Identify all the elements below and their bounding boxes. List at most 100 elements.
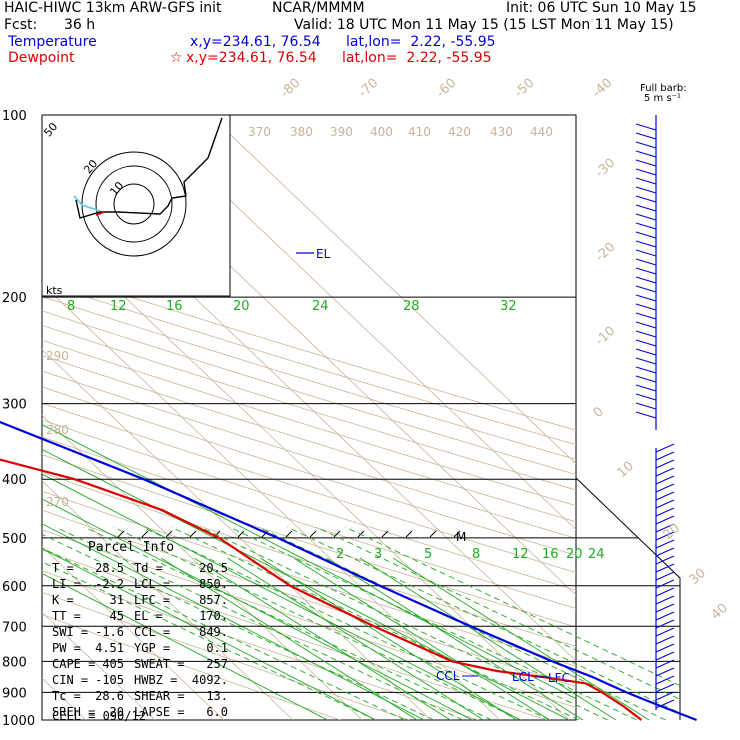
parcel-value: 4092. [191, 673, 228, 687]
parcel-value: 850. [199, 577, 228, 591]
wind-barb [635, 330, 657, 338]
init-time: Init: 06 UTC Sun 10 May 15 [506, 0, 697, 16]
mixing-ratio-label: 16 [542, 547, 559, 562]
isotherm-label: -70 [356, 76, 382, 101]
dry-adiabat-line [42, 282, 576, 446]
parcel-value: 849. [199, 625, 228, 639]
parcel-key: LI = [52, 577, 81, 591]
dry-adiabat-line [42, 613, 341, 720]
temperature-legend: Temperature [8, 34, 97, 50]
hatch-mark [285, 530, 293, 538]
wind-barb [655, 555, 675, 565]
wind-barb [635, 411, 657, 419]
mixing-ratio-label: 20 [233, 299, 250, 314]
moist-adiabat-line [229, 526, 637, 720]
theta-label: 380 [290, 125, 313, 139]
wind-barb [655, 483, 675, 493]
isotherm-line [42, 414, 363, 720]
wind-barb [635, 402, 657, 410]
isotherm-label: -30 [593, 156, 619, 181]
moist-adiabat-line [42, 526, 376, 720]
parcel-key: CAPE = [52, 657, 96, 671]
wind-barb [655, 499, 675, 509]
parcel-key: T = [52, 561, 74, 575]
wind-barb [655, 667, 675, 677]
org-label: NCAR/MMMM [272, 0, 365, 16]
valid-time: Valid: 18 UTC Mon 11 May 15 (15 LST Mon … [294, 17, 674, 33]
hodo-trace-mid [95, 211, 105, 216]
moist-adiabat-line [142, 526, 550, 720]
wind-barb [635, 321, 657, 329]
dry-adiabat-line [42, 354, 576, 523]
hatch-mark [357, 530, 365, 538]
hatch-mark [381, 530, 389, 538]
wind-barb [635, 168, 657, 176]
theta-label: 430 [490, 125, 513, 139]
moist-adiabat-line [171, 526, 579, 720]
parcel-key: Tc = [52, 689, 81, 703]
wind-barb [635, 276, 657, 284]
hatch-mark [429, 530, 437, 538]
isotherm-label: -40 [590, 76, 616, 101]
parcel-key: SWI = [52, 625, 89, 639]
moist-adiabat-line [42, 526, 434, 720]
wind-barb [655, 547, 675, 557]
hatch-mark [333, 530, 341, 538]
hatch-mark [405, 530, 413, 538]
wind-barb [655, 659, 675, 669]
parcel-value: 257 [206, 657, 228, 671]
isotherm-label: 0 [591, 404, 607, 421]
wind-barb [635, 375, 657, 383]
wind-barb [655, 491, 675, 501]
theta-label: 370 [248, 125, 271, 139]
wind-barb [655, 531, 675, 541]
parcel-key: SHEAR = [134, 689, 185, 703]
wind-barb [655, 563, 675, 573]
moist-adiabat-line [345, 526, 680, 720]
isotherm-line [42, 217, 570, 720]
wind-barb [655, 683, 675, 693]
isotherm-label: 10 [615, 459, 637, 481]
theta-label: 420 [448, 125, 471, 139]
isotherm-label: 30 [687, 566, 709, 588]
temperature-xy: x,y=234.61, 76.54 [190, 34, 321, 50]
hatch-mark [453, 530, 461, 538]
isotherm-line [42, 480, 294, 720]
wind-barb [635, 132, 657, 140]
wind-barb [655, 523, 675, 533]
mixing-ratio-line-lower [359, 557, 617, 720]
mixing-ratio-line-lower [260, 557, 517, 720]
parcel-value: 31 [109, 593, 124, 607]
mixing-ratio-line-lower [194, 557, 451, 720]
parcel-value: 4.51 [95, 641, 124, 655]
moist-adiabat-line [316, 526, 680, 720]
wind-barb [655, 635, 675, 645]
parcel-key: EL = [134, 609, 163, 623]
hodo-kts-label: kts [46, 284, 63, 297]
wind-barb [655, 443, 675, 453]
wind-barb [655, 691, 675, 701]
wind-barb [655, 651, 675, 661]
hodo-ring-mid [95, 165, 173, 243]
wind-barb [635, 393, 657, 401]
wind-barb [635, 186, 657, 194]
dry-adiabat-line [42, 529, 576, 708]
wind-legend-title: Full barb: [640, 83, 687, 94]
hodo-ring-inner [113, 183, 155, 225]
theta-label: 290 [46, 349, 69, 363]
wind-barb [635, 177, 657, 185]
isotherm-line [42, 283, 501, 720]
isotherm-line [140, 115, 576, 531]
wind-barb [635, 213, 657, 221]
wind-barb [655, 459, 675, 469]
parcel-info-title: Parcel Info [88, 540, 175, 555]
hatch-mark [309, 530, 317, 538]
isotherm-label: -10 [593, 324, 619, 349]
hatch-mark [141, 530, 149, 538]
el-label: EL [316, 247, 331, 261]
wind-barb [655, 699, 675, 709]
pressure-tick-label: 400 [2, 473, 27, 488]
wind-barb [655, 603, 675, 613]
parcel-value: 45 [109, 609, 124, 623]
wind-barb [655, 451, 675, 461]
